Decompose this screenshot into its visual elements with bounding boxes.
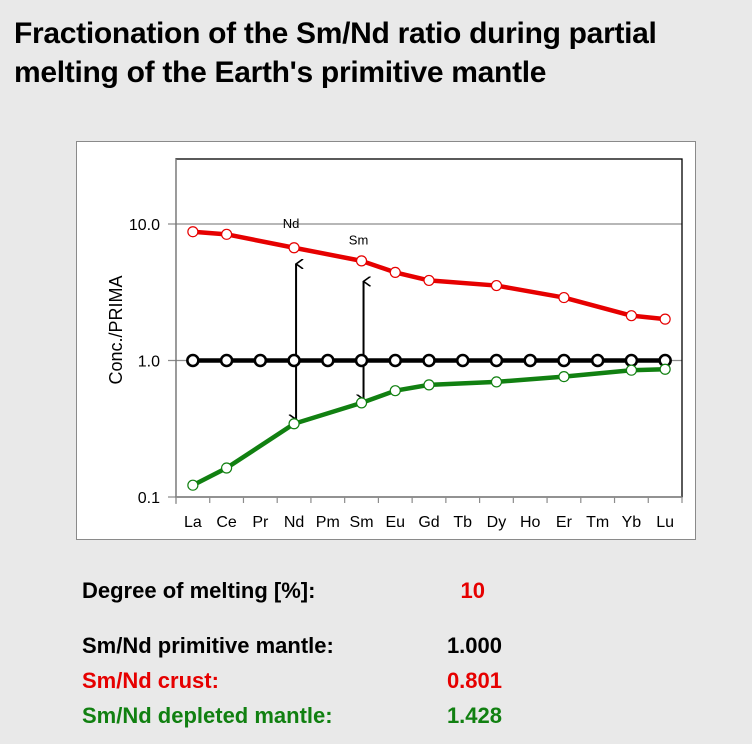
crust-row: Sm/Nd crust: 0.801 <box>82 668 502 694</box>
x-tick-label: Nd <box>284 514 304 531</box>
depleted-row: Sm/Nd depleted mantle: 1.428 <box>82 703 502 729</box>
primitive-value: 1.000 <box>446 633 502 658</box>
plot-area <box>175 158 683 498</box>
x-tick-label: Pm <box>316 514 340 531</box>
data-point <box>221 228 233 240</box>
data-point <box>659 313 671 325</box>
data-point <box>557 353 571 368</box>
series-line <box>192 229 666 322</box>
data-point <box>423 379 435 391</box>
data-point <box>625 310 638 322</box>
data-point <box>389 266 401 278</box>
y-tick-label: 10.0 <box>129 217 160 234</box>
data-point <box>490 376 503 388</box>
x-tick-label: Ce <box>216 514 237 531</box>
data-point <box>187 479 199 491</box>
depleted-value: 1.428 <box>446 703 502 728</box>
data-point <box>490 279 503 292</box>
data-point <box>221 462 233 474</box>
data-point <box>558 371 570 383</box>
data-point <box>388 353 403 368</box>
data-point <box>320 353 335 368</box>
data-point <box>423 274 435 287</box>
data-point <box>288 242 300 254</box>
chart-frame <box>76 141 696 540</box>
data-point <box>659 363 671 375</box>
data-point <box>355 255 368 267</box>
page-title: Fractionation of the Sm/Nd ratio during … <box>14 17 657 89</box>
crust-label: Sm/Nd crust: <box>82 668 219 693</box>
x-tick-label: Er <box>556 514 573 531</box>
data-point <box>288 418 300 430</box>
data-point <box>558 291 570 304</box>
data-point <box>354 353 369 368</box>
annotation-label: Sm <box>349 232 369 247</box>
data-point <box>489 353 504 368</box>
x-tick-label: Ho <box>520 514 541 531</box>
primitive-label: Sm/Nd primitive mantle: <box>82 633 334 658</box>
primitive-row: Sm/Nd primitive mantle: 1.000 <box>82 633 502 659</box>
x-tick-label: Eu <box>385 514 405 531</box>
x-tick-label: Yb <box>622 514 642 531</box>
data-point <box>389 385 401 397</box>
arrows <box>296 264 363 420</box>
data-point <box>287 353 301 368</box>
annotation-label: Nd <box>283 216 300 231</box>
series-group <box>186 226 672 491</box>
data-point <box>523 353 538 368</box>
x-tick-label: Pr <box>252 514 269 531</box>
x-tick-label: Dy <box>487 514 507 531</box>
data-point <box>625 364 638 376</box>
x-tick-label: La <box>184 514 202 531</box>
series-crust <box>187 226 671 325</box>
y-axis-label: Conc./PRIMA <box>106 275 126 384</box>
y-tick-label: 1.0 <box>138 354 160 371</box>
melting-label: Degree of melting [%]: <box>82 578 316 603</box>
data-point <box>187 226 199 238</box>
data-point <box>219 353 234 368</box>
axes: 0.1 1.0 10.0 La Ce Pr Nd Pm Sm Eu Gd Tb Dy Ho Er Tm Yb Lu… <box>106 159 683 531</box>
y-tick-label: 0.1 <box>138 490 160 507</box>
depleted-label: Sm/Nd depleted mantle: <box>82 703 333 728</box>
crust-value: 0.801 <box>446 668 502 693</box>
x-tick-label: Tm <box>586 514 609 531</box>
x-tick-label: Lu <box>656 514 674 531</box>
series-depleted-mantle <box>187 363 671 491</box>
melting-value: 10 <box>460 578 485 603</box>
data-point <box>355 397 368 409</box>
data-point <box>590 353 605 368</box>
x-tick-label: Gd <box>418 514 439 531</box>
series-primitive-mantle <box>186 353 672 368</box>
data-point <box>186 353 200 368</box>
x-tick-label: Sm <box>350 514 374 531</box>
data-point <box>624 353 639 368</box>
annotations: Nd Sm <box>283 216 369 247</box>
data-point <box>253 353 268 368</box>
chart: 0.1 1.0 10.0 La Ce Pr Nd Pm Sm Eu Gd Tb Dy Ho Er Tm Yb Lu… <box>106 158 683 531</box>
x-tick-label: Tb <box>453 514 472 531</box>
series-line <box>191 366 666 488</box>
data-point <box>455 353 470 368</box>
melting-row: Degree of melting [%]: 10 <box>82 578 502 604</box>
data-point <box>422 353 436 368</box>
